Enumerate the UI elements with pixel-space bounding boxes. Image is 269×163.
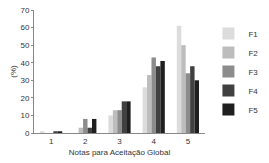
svg-text:F1: F1 bbox=[248, 30, 258, 39]
svg-text:0: 0 bbox=[25, 129, 30, 138]
svg-text:Notas para Aceitação Global: Notas para Aceitação Global bbox=[69, 148, 171, 157]
svg-text:60: 60 bbox=[20, 23, 29, 32]
svg-text:1: 1 bbox=[49, 137, 54, 146]
svg-text:F3: F3 bbox=[248, 68, 258, 77]
svg-text:30: 30 bbox=[20, 76, 29, 85]
svg-text:40: 40 bbox=[20, 59, 29, 68]
svg-text:F5: F5 bbox=[248, 106, 258, 115]
svg-text:10: 10 bbox=[20, 111, 29, 120]
svg-text:F4: F4 bbox=[248, 87, 258, 96]
svg-text:(%): (%) bbox=[9, 65, 18, 78]
svg-text:20: 20 bbox=[20, 94, 29, 103]
svg-text:3: 3 bbox=[117, 137, 122, 146]
svg-text:2: 2 bbox=[83, 137, 88, 146]
svg-text:5: 5 bbox=[186, 137, 191, 146]
svg-text:50: 50 bbox=[20, 41, 29, 50]
svg-text:4: 4 bbox=[151, 137, 156, 146]
svg-text:70: 70 bbox=[20, 6, 29, 15]
svg-text:F2: F2 bbox=[248, 49, 258, 58]
